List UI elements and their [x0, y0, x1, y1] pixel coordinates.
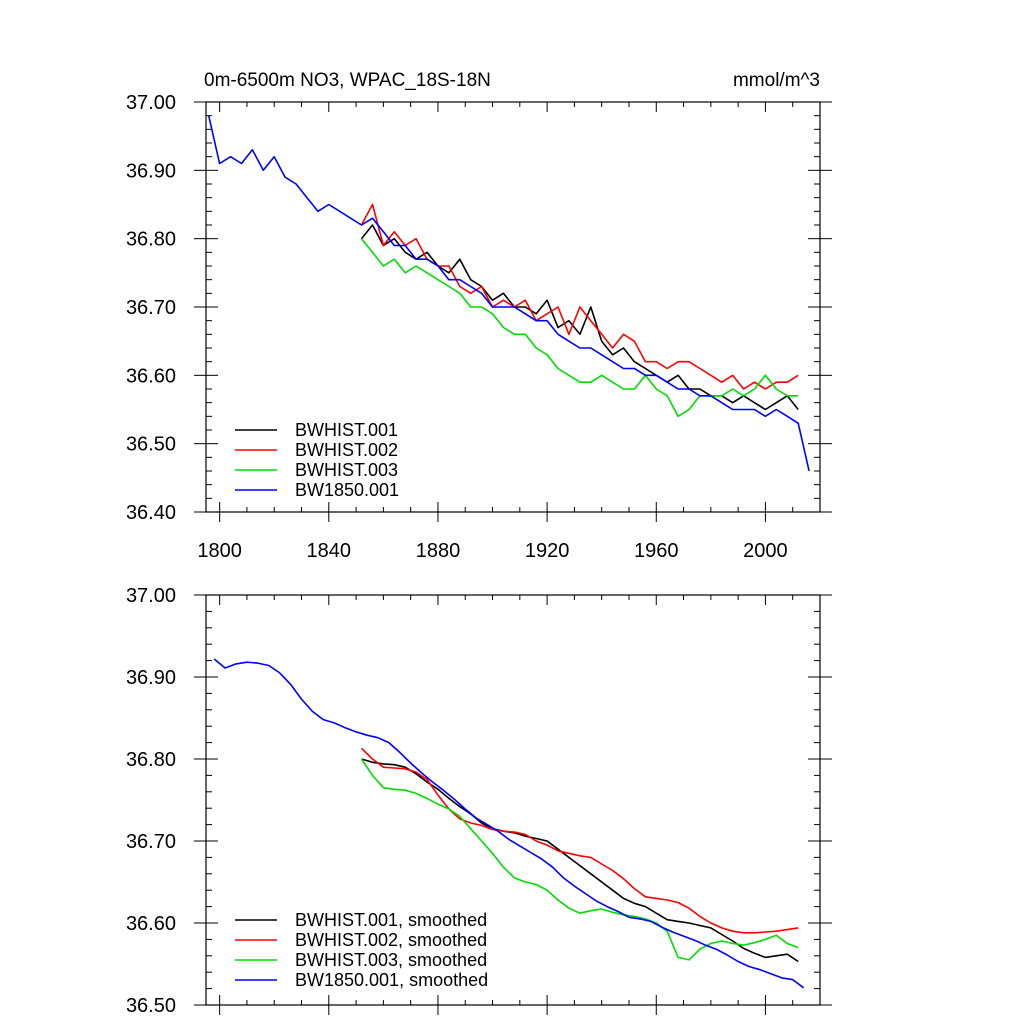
series-line — [207, 115, 810, 472]
y-tick-label: 36.70 — [126, 297, 176, 319]
legend-label: BW1850.001 — [295, 480, 399, 500]
x-tick-label: 1880 — [416, 540, 461, 562]
y-tick-label: 36.90 — [126, 667, 176, 689]
chart-title: 0m-6500m NO3, WPAC_18S-18N — [204, 70, 491, 91]
series-line — [360, 758, 799, 961]
y-tick-label: 36.80 — [126, 229, 176, 251]
legend-label: BWHIST.002 — [295, 440, 398, 460]
bottom-panel: 36.50 36.60 36.70 36.80 36.90 37.00 BWHIST.00… — [126, 585, 832, 1017]
legend-label: BW1850.001, smoothed — [295, 970, 488, 990]
legend-label: BWHIST.003, smoothed — [295, 950, 487, 970]
series-line — [360, 224, 799, 411]
series-lines — [207, 115, 810, 472]
series-line — [360, 238, 799, 418]
series-line — [361, 758, 799, 963]
legend-label: BWHIST.001, smoothed — [295, 910, 487, 930]
y-tick-label: 36.70 — [126, 831, 176, 853]
y-tick-label: 36.50 — [126, 995, 176, 1017]
top-panel: 0m-6500m NO3, WPAC_18S-18N mmol/m^3 36.4… — [126, 70, 832, 562]
axis-ticks — [194, 594, 832, 1015]
y-tick-label: 36.50 — [126, 434, 176, 456]
axis-ticks — [194, 101, 832, 522]
legend-label: BWHIST.001 — [295, 420, 398, 440]
plot-frame — [205, 594, 821, 1006]
series-line — [360, 203, 799, 390]
y-tick-label: 36.90 — [126, 160, 176, 182]
y-tick-label: 36.60 — [126, 913, 176, 935]
y-tick-labels: 36.40 36.50 36.60 36.70 36.80 36.90 37.00 — [126, 92, 176, 524]
x-tick-label: 1960 — [634, 540, 679, 562]
y-tick-label: 36.80 — [126, 749, 176, 771]
series-line — [360, 747, 799, 934]
x-tick-label: 1800 — [197, 540, 242, 562]
y-tick-label: 36.60 — [126, 365, 176, 387]
series-lines — [213, 658, 805, 989]
legend-label: BWHIST.002, smoothed — [295, 930, 487, 950]
x-tick-label: 2000 — [743, 540, 788, 562]
x-tick-label: 1920 — [525, 540, 570, 562]
y-tick-label: 37.00 — [126, 585, 176, 607]
y-tick-label: 36.40 — [126, 502, 176, 524]
series-line — [213, 658, 805, 989]
x-tick-labels: 1800 1840 1880 1920 1960 2000 — [197, 540, 787, 562]
x-tick-label: 1840 — [307, 540, 352, 562]
y-tick-labels: 36.50 36.60 36.70 36.80 36.90 37.00 — [126, 585, 176, 1017]
chart-units: mmol/m^3 — [733, 70, 820, 91]
legend-label: BWHIST.003 — [295, 460, 398, 480]
y-tick-label: 37.00 — [126, 92, 176, 114]
